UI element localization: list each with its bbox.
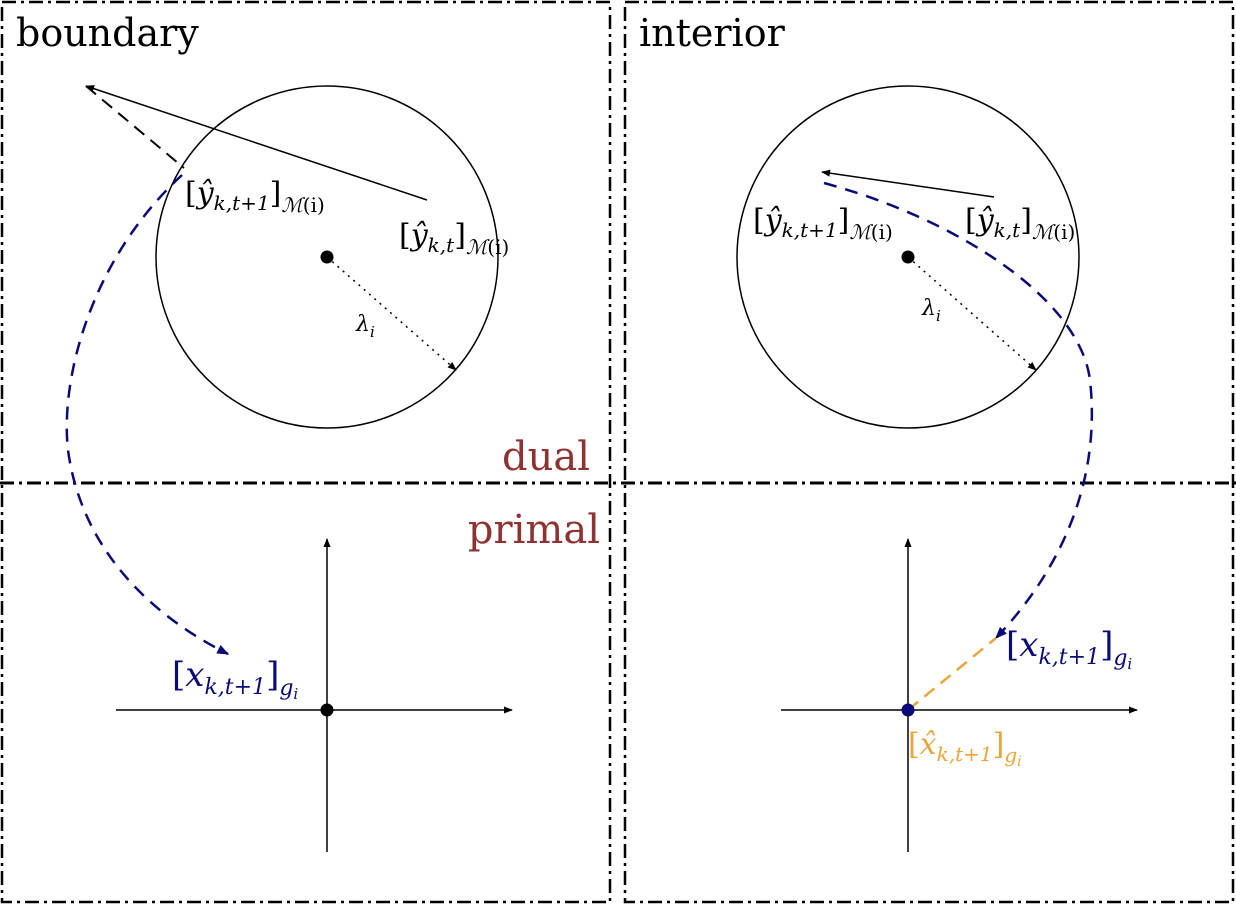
right-y-hat-next-label: [ŷk,t+1]ℳ(i)	[753, 203, 893, 244]
left-y-hat-current-label: [ŷk,t]ℳ(i)	[399, 218, 509, 259]
dual-label: dual	[502, 434, 590, 480]
left-projection-line	[85, 85, 185, 169]
right-dual-ball	[736, 85, 1080, 429]
right-radius-arrow	[907, 256, 1037, 371]
left-dual-group: λi [ŷk,t+1]ℳ(i) [ŷk,t]ℳ(i)	[65, 85, 509, 656]
right-dual-to-primal-curve	[823, 181, 1094, 639]
right-proximal-segment	[907, 637, 997, 711]
right-dual-group: λi [ŷk,t+1]ℳ(i) [ŷk,t]ℳ(i)	[736, 85, 1094, 639]
right-lambda-label: λi	[921, 296, 941, 325]
left-gradient-step-arrow	[85, 85, 428, 201]
right-y-hat-current-label: [ŷk,t]ℳ(i)	[965, 203, 1075, 244]
right-panel-title: interior	[639, 11, 786, 55]
right-primal-group: [xk,t+1]gi [x̂k,t+1]gi	[781, 538, 1138, 852]
right-panel-frame	[623, 0, 1235, 904]
left-dual-to-primal-curve	[65, 174, 230, 656]
left-radius-arrow	[326, 256, 457, 371]
left-origin-point	[320, 703, 334, 717]
left-lambda-label: λi	[355, 312, 375, 341]
left-panel-frame	[0, 0, 612, 904]
left-x-next-label: [xk,t+1]gi	[172, 655, 298, 703]
left-primal-group: [xk,t+1]gi	[116, 538, 513, 852]
primal-label: primal	[468, 507, 600, 553]
left-panel-title: boundary	[16, 11, 199, 55]
right-x-next-label: [xk,t+1]gi	[1006, 625, 1132, 673]
left-y-hat-next-label: [ŷk,t+1]ℳ(i)	[185, 176, 325, 217]
right-gradient-step-arrow	[821, 169, 995, 198]
right-x-hat-next-label: [x̂k,t+1]gi	[908, 727, 1022, 770]
right-origin-point	[901, 703, 915, 717]
left-dual-ball	[155, 85, 499, 429]
